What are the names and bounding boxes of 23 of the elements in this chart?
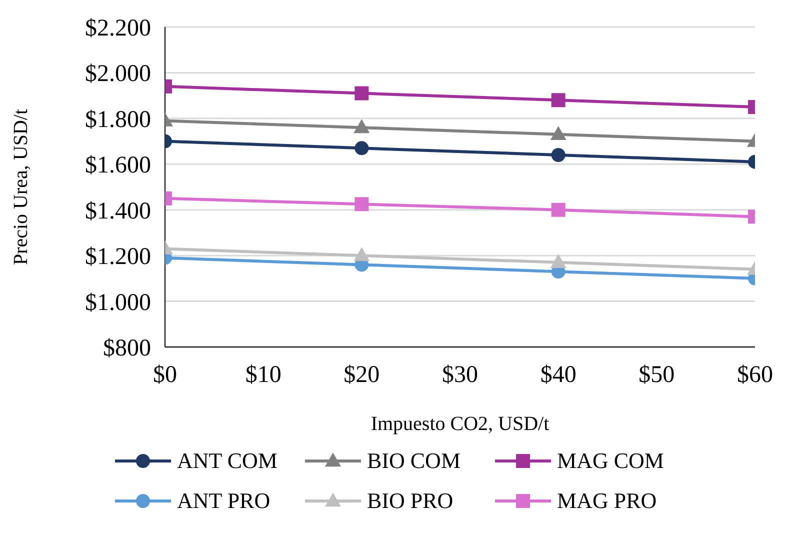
- legend-label: ANT PRO: [177, 488, 270, 514]
- legend-label: BIO PRO: [367, 488, 454, 514]
- legend-label: MAG PRO: [557, 488, 657, 514]
- legend-label: ANT COM: [177, 448, 278, 474]
- y-tick-label: $1.000: [85, 290, 151, 316]
- y-tick-label: $2.000: [85, 61, 151, 88]
- x-tick-label: $40: [540, 362, 576, 388]
- x-tick-label: $60: [737, 362, 773, 388]
- legend-label: BIO COM: [367, 448, 461, 474]
- y-tick-label: $1.600: [85, 152, 151, 179]
- x-tick-label: $0: [153, 362, 177, 388]
- legend-label: MAG COM: [557, 448, 664, 474]
- x-tick-label: $20: [344, 362, 380, 388]
- y-axis-title: Precio Urea, USD/t: [10, 108, 32, 266]
- x-tick-label: $50: [638, 362, 675, 388]
- y-tick-label: $2.200: [85, 16, 151, 42]
- y-tick-label: $1.200: [85, 244, 151, 270]
- y-tick-label: $1.400: [85, 198, 151, 224]
- x-tick-label: $30: [442, 362, 478, 388]
- x-axis-title: Impuesto CO2, USD/t: [370, 413, 550, 435]
- y-tick-label: $800: [103, 336, 151, 362]
- y-tick-label: $1.800: [85, 106, 151, 133]
- x-tick-label: $10: [245, 362, 282, 388]
